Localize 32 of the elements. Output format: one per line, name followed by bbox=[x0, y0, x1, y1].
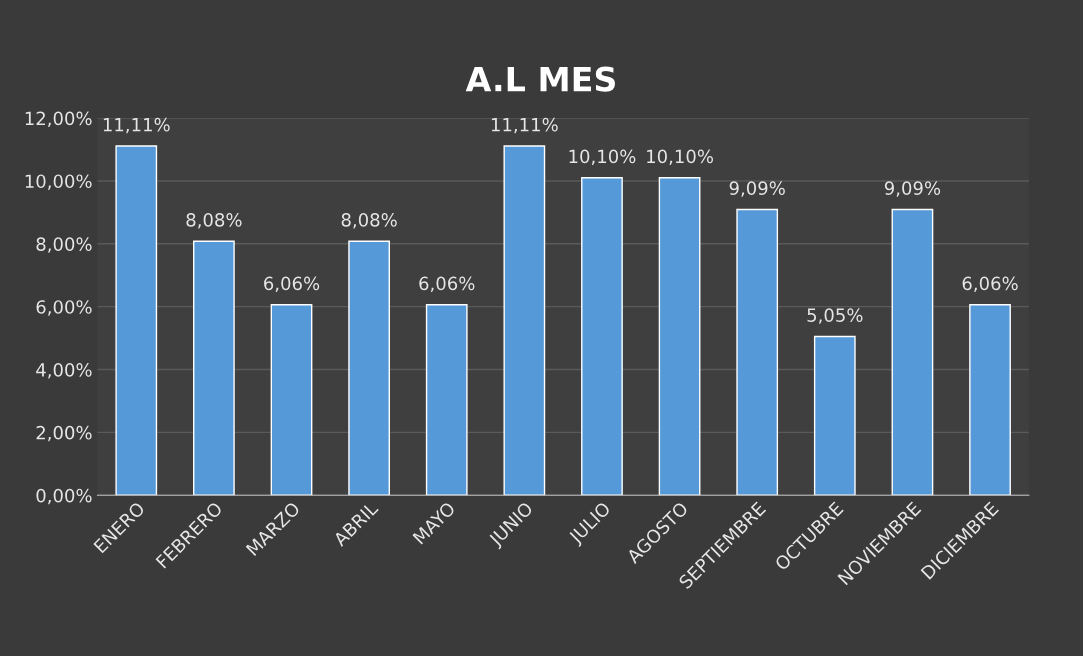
y-tick-label: 12,00% bbox=[25, 111, 92, 128]
data-label: 6,06% bbox=[962, 276, 1018, 293]
data-label: 9,09% bbox=[729, 181, 785, 197]
data-label: 6,06% bbox=[419, 276, 475, 293]
bar bbox=[348, 240, 390, 496]
bar bbox=[891, 208, 934, 496]
bar bbox=[503, 145, 546, 496]
y-tick-label: 10,00% bbox=[25, 174, 92, 190]
y-tick-label: 6,00% bbox=[36, 300, 92, 316]
data-label: 10,10% bbox=[647, 149, 714, 166]
data-label: 6,06% bbox=[264, 276, 320, 293]
bar bbox=[270, 304, 313, 496]
y-tick-label: 0,00% bbox=[36, 488, 92, 505]
data-label: 11,11% bbox=[103, 117, 170, 134]
bar bbox=[425, 304, 468, 496]
y-tick-label: 8,00% bbox=[36, 237, 92, 253]
bar bbox=[813, 335, 856, 496]
bar bbox=[193, 240, 235, 496]
y-tick-label: 2,00% bbox=[36, 425, 92, 442]
bar bbox=[969, 304, 1011, 496]
data-label: 11,11% bbox=[491, 117, 558, 134]
bar bbox=[115, 145, 158, 496]
y-tick-label: 4,00% bbox=[36, 363, 92, 379]
data-label: 8,08% bbox=[341, 213, 397, 229]
data-label: 9,09% bbox=[884, 181, 941, 197]
data-label: 5,05% bbox=[807, 308, 863, 324]
chart-title: A.L MES bbox=[465, 66, 615, 92]
data-label: 8,08% bbox=[186, 213, 242, 229]
bar bbox=[658, 177, 701, 496]
data-label: 10,10% bbox=[569, 149, 636, 166]
bar bbox=[581, 177, 623, 496]
bar bbox=[736, 208, 779, 496]
